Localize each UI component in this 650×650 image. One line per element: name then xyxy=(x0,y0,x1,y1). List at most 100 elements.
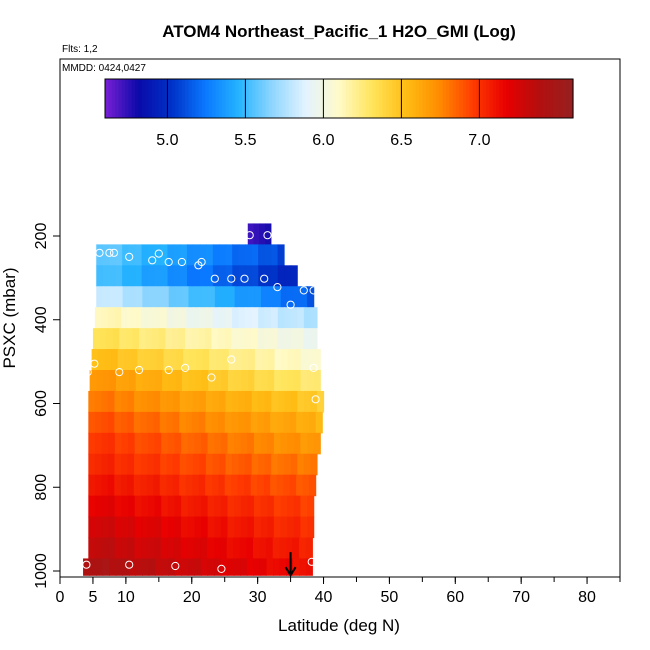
heatmap-cell xyxy=(180,537,188,560)
heatmap-cell xyxy=(160,244,169,266)
heatmap-cell xyxy=(101,453,109,476)
heatmap-cell xyxy=(124,349,132,371)
heatmap-cell xyxy=(264,265,272,287)
heatmap-cell xyxy=(234,432,242,455)
x-tick-label: 80 xyxy=(578,589,596,606)
colorbar-cell xyxy=(476,79,480,118)
colorbar-cell xyxy=(362,79,367,118)
heatmap-cell xyxy=(148,265,156,287)
heatmap-cell xyxy=(166,411,174,434)
heatmap-cell xyxy=(227,558,235,576)
heatmap-cell xyxy=(241,370,249,392)
heatmap-cell xyxy=(94,495,103,518)
heatmap-cell xyxy=(107,307,116,329)
colorbar-cell xyxy=(442,79,447,118)
heatmap-cell xyxy=(201,286,209,308)
sample-points xyxy=(82,231,320,574)
colorbar-cell xyxy=(228,79,233,118)
heatmap-cell xyxy=(219,265,227,287)
heatmap-cell xyxy=(290,328,298,350)
heatmap-cell xyxy=(233,558,241,576)
x-tick-label: 40 xyxy=(315,589,333,606)
x-tick-label: 0 xyxy=(56,589,65,606)
sample-point xyxy=(164,365,173,375)
heatmap-cell xyxy=(293,516,301,539)
heatmap-cell xyxy=(160,453,168,476)
colorbar-cell xyxy=(322,79,327,118)
heatmap-cell xyxy=(181,516,189,539)
heatmap-cell xyxy=(117,349,125,371)
heatmap-cell xyxy=(251,244,259,266)
colorbar-cell xyxy=(158,79,163,118)
heatmap-cell xyxy=(94,307,103,329)
heatmap-cell xyxy=(114,307,122,329)
colorbar-cell xyxy=(218,79,223,118)
heatmap-cell xyxy=(143,349,152,371)
colorbar-cell xyxy=(349,79,353,118)
heatmap-cell xyxy=(310,453,318,476)
heatmap-cell xyxy=(200,495,209,518)
heatmap-cell xyxy=(299,558,307,576)
heatmap-cell xyxy=(290,265,298,287)
heatmap-cell xyxy=(205,453,214,476)
colorbar-cell xyxy=(459,79,464,118)
heatmap-cell xyxy=(107,411,115,434)
heatmap-cell xyxy=(88,453,96,476)
heatmap-cell xyxy=(207,495,215,518)
heatmap-cell xyxy=(114,537,122,560)
x-axis-label: Latitude (deg N) xyxy=(278,616,400,635)
heatmap-cell xyxy=(260,432,268,455)
colorbar-cell xyxy=(258,79,263,118)
heatmap-cell xyxy=(271,390,279,413)
heatmap-cell xyxy=(122,265,130,287)
y-tick-label: 200 xyxy=(33,223,50,250)
heatmap-cell xyxy=(247,370,255,392)
heatmap-cell xyxy=(240,516,248,539)
heatmap-cell xyxy=(247,495,255,518)
x-tick-label: 5 xyxy=(88,589,97,606)
sample-point xyxy=(197,257,206,267)
colorbar-cell xyxy=(432,79,437,118)
colorbar-cell xyxy=(272,79,277,118)
colorbar-cell xyxy=(225,79,230,118)
heatmap-cell xyxy=(211,411,219,434)
heatmap-cell xyxy=(88,537,96,560)
colorbar-cell xyxy=(141,79,146,118)
heatmap-cell xyxy=(218,411,226,434)
heatmap-cell xyxy=(303,453,312,476)
heatmap-cell xyxy=(134,307,142,329)
heatmap-cell xyxy=(279,558,287,576)
heatmap-cell xyxy=(212,307,220,329)
colorbar-cell xyxy=(422,79,427,118)
heatmap-cell xyxy=(135,370,143,392)
heatmap-cell xyxy=(154,432,162,455)
heatmap-cell xyxy=(88,411,96,434)
heatmap-cell xyxy=(167,516,176,539)
heatmap-cell xyxy=(122,370,130,392)
colorbar-cell xyxy=(506,79,511,118)
heatmap-cell xyxy=(279,537,287,560)
heatmap-cell xyxy=(297,307,305,329)
heatmap-cell xyxy=(313,432,321,455)
heatmap-cell xyxy=(234,370,242,392)
x-tick-label: 60 xyxy=(446,589,464,606)
heatmap-cell xyxy=(231,328,239,350)
surface-arrow xyxy=(284,552,297,578)
heatmap-cell xyxy=(194,516,202,539)
sample-point xyxy=(309,286,318,295)
heatmap-cell xyxy=(224,474,232,497)
heatmap-cell xyxy=(284,307,292,329)
heatmap-cell xyxy=(147,307,155,329)
heatmap-cell xyxy=(111,349,119,371)
flights-label: Flts: 1,2 xyxy=(62,44,98,55)
colorbar-cell xyxy=(379,79,384,118)
colorbar-cell xyxy=(365,79,370,118)
heatmap-cell xyxy=(222,349,230,371)
heatmap-cell xyxy=(146,411,154,434)
colorbar-cell xyxy=(392,79,397,118)
colorbar-cell xyxy=(168,79,173,118)
heatmap-cell xyxy=(127,474,135,497)
heatmap-cell xyxy=(120,411,128,434)
heatmap-cell xyxy=(173,390,181,413)
heatmap-cell xyxy=(225,390,233,413)
